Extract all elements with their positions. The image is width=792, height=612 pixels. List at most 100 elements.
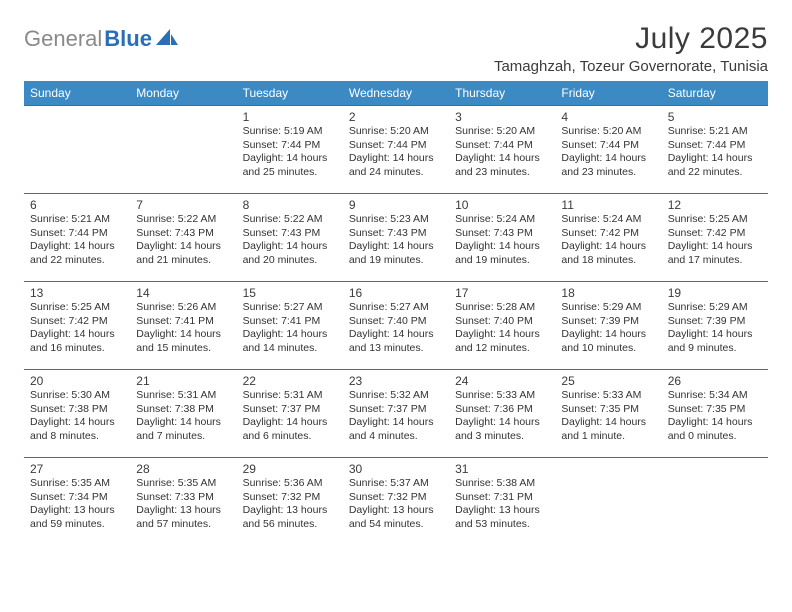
sunrise-line: Sunrise: 5:27 AM: [349, 301, 443, 315]
daylight-line: Daylight: 14 hours and 17 minutes.: [668, 240, 762, 267]
calendar-head: SundayMondayTuesdayWednesdayThursdayFrid…: [24, 81, 768, 106]
calendar-empty-cell: [555, 458, 661, 546]
sunrise-line: Sunrise: 5:29 AM: [561, 301, 655, 315]
calendar-day-cell: 20Sunrise: 5:30 AMSunset: 7:38 PMDayligh…: [24, 370, 130, 458]
day-number: 4: [561, 110, 655, 124]
calendar-empty-cell: [24, 106, 130, 194]
sunrise-line: Sunrise: 5:24 AM: [561, 213, 655, 227]
calendar-day-cell: 29Sunrise: 5:36 AMSunset: 7:32 PMDayligh…: [237, 458, 343, 546]
day-header: Thursday: [449, 81, 555, 106]
day-header: Tuesday: [237, 81, 343, 106]
daylight-line: Daylight: 13 hours and 59 minutes.: [30, 504, 124, 531]
sunrise-line: Sunrise: 5:20 AM: [349, 125, 443, 139]
day-number: 24: [455, 374, 549, 388]
day-number: 27: [30, 462, 124, 476]
sunset-line: Sunset: 7:44 PM: [668, 139, 762, 153]
sunrise-line: Sunrise: 5:34 AM: [668, 389, 762, 403]
brand-logo: General Blue: [24, 26, 178, 52]
sunset-line: Sunset: 7:35 PM: [668, 403, 762, 417]
day-number: 13: [30, 286, 124, 300]
sunset-line: Sunset: 7:37 PM: [349, 403, 443, 417]
calendar-day-cell: 19Sunrise: 5:29 AMSunset: 7:39 PMDayligh…: [662, 282, 768, 370]
sunrise-line: Sunrise: 5:28 AM: [455, 301, 549, 315]
sunrise-line: Sunrise: 5:26 AM: [136, 301, 230, 315]
calendar-table: SundayMondayTuesdayWednesdayThursdayFrid…: [24, 81, 768, 546]
day-header: Friday: [555, 81, 661, 106]
sunset-line: Sunset: 7:35 PM: [561, 403, 655, 417]
calendar-day-cell: 2Sunrise: 5:20 AMSunset: 7:44 PMDaylight…: [343, 106, 449, 194]
sunrise-line: Sunrise: 5:23 AM: [349, 213, 443, 227]
sunrise-line: Sunrise: 5:30 AM: [30, 389, 124, 403]
calendar-empty-cell: [662, 458, 768, 546]
calendar-day-cell: 25Sunrise: 5:33 AMSunset: 7:35 PMDayligh…: [555, 370, 661, 458]
calendar-day-cell: 23Sunrise: 5:32 AMSunset: 7:37 PMDayligh…: [343, 370, 449, 458]
day-number: 31: [455, 462, 549, 476]
sunrise-line: Sunrise: 5:36 AM: [243, 477, 337, 491]
calendar-day-cell: 17Sunrise: 5:28 AMSunset: 7:40 PMDayligh…: [449, 282, 555, 370]
sunset-line: Sunset: 7:43 PM: [243, 227, 337, 241]
calendar-day-cell: 1Sunrise: 5:19 AMSunset: 7:44 PMDaylight…: [237, 106, 343, 194]
day-number: 1: [243, 110, 337, 124]
day-number: 2: [349, 110, 443, 124]
day-number: 25: [561, 374, 655, 388]
sunset-line: Sunset: 7:43 PM: [349, 227, 443, 241]
day-number: 10: [455, 198, 549, 212]
sunrise-line: Sunrise: 5:21 AM: [668, 125, 762, 139]
day-number: 17: [455, 286, 549, 300]
calendar-week: 6Sunrise: 5:21 AMSunset: 7:44 PMDaylight…: [24, 194, 768, 282]
daylight-line: Daylight: 14 hours and 19 minutes.: [349, 240, 443, 267]
sunset-line: Sunset: 7:33 PM: [136, 491, 230, 505]
sunset-line: Sunset: 7:42 PM: [668, 227, 762, 241]
daylight-line: Daylight: 14 hours and 12 minutes.: [455, 328, 549, 355]
brand-part1: General: [24, 26, 102, 52]
daylight-line: Daylight: 13 hours and 53 minutes.: [455, 504, 549, 531]
daylight-line: Daylight: 14 hours and 24 minutes.: [349, 152, 443, 179]
daylight-line: Daylight: 13 hours and 54 minutes.: [349, 504, 443, 531]
day-header: Saturday: [662, 81, 768, 106]
sunset-line: Sunset: 7:39 PM: [561, 315, 655, 329]
day-number: 7: [136, 198, 230, 212]
sunrise-line: Sunrise: 5:32 AM: [349, 389, 443, 403]
calendar-day-cell: 24Sunrise: 5:33 AMSunset: 7:36 PMDayligh…: [449, 370, 555, 458]
daylight-line: Daylight: 14 hours and 8 minutes.: [30, 416, 124, 443]
daylight-line: Daylight: 14 hours and 18 minutes.: [561, 240, 655, 267]
day-number: 19: [668, 286, 762, 300]
calendar-day-cell: 28Sunrise: 5:35 AMSunset: 7:33 PMDayligh…: [130, 458, 236, 546]
daylight-line: Daylight: 14 hours and 20 minutes.: [243, 240, 337, 267]
calendar-day-cell: 11Sunrise: 5:24 AMSunset: 7:42 PMDayligh…: [555, 194, 661, 282]
calendar-day-cell: 7Sunrise: 5:22 AMSunset: 7:43 PMDaylight…: [130, 194, 236, 282]
sunrise-line: Sunrise: 5:35 AM: [136, 477, 230, 491]
daylight-line: Daylight: 14 hours and 23 minutes.: [561, 152, 655, 179]
daylight-line: Daylight: 14 hours and 13 minutes.: [349, 328, 443, 355]
header: General Blue July 2025 Tamaghzah, Tozeur…: [24, 22, 768, 75]
sunrise-line: Sunrise: 5:25 AM: [30, 301, 124, 315]
daylight-line: Daylight: 14 hours and 23 minutes.: [455, 152, 549, 179]
daylight-line: Daylight: 14 hours and 7 minutes.: [136, 416, 230, 443]
sunset-line: Sunset: 7:31 PM: [455, 491, 549, 505]
sunset-line: Sunset: 7:44 PM: [30, 227, 124, 241]
sunset-line: Sunset: 7:42 PM: [30, 315, 124, 329]
daylight-line: Daylight: 14 hours and 22 minutes.: [668, 152, 762, 179]
day-number: 22: [243, 374, 337, 388]
calendar-day-cell: 21Sunrise: 5:31 AMSunset: 7:38 PMDayligh…: [130, 370, 236, 458]
calendar-day-cell: 30Sunrise: 5:37 AMSunset: 7:32 PMDayligh…: [343, 458, 449, 546]
sunrise-line: Sunrise: 5:37 AM: [349, 477, 443, 491]
sunset-line: Sunset: 7:38 PM: [136, 403, 230, 417]
month-title: July 2025: [494, 22, 768, 56]
sunset-line: Sunset: 7:44 PM: [561, 139, 655, 153]
calendar-day-cell: 15Sunrise: 5:27 AMSunset: 7:41 PMDayligh…: [237, 282, 343, 370]
calendar-day-cell: 26Sunrise: 5:34 AMSunset: 7:35 PMDayligh…: [662, 370, 768, 458]
sunset-line: Sunset: 7:43 PM: [455, 227, 549, 241]
day-number: 11: [561, 198, 655, 212]
daylight-line: Daylight: 14 hours and 4 minutes.: [349, 416, 443, 443]
day-header: Monday: [130, 81, 236, 106]
day-number: 30: [349, 462, 443, 476]
sunset-line: Sunset: 7:38 PM: [30, 403, 124, 417]
sunset-line: Sunset: 7:44 PM: [455, 139, 549, 153]
calendar-day-cell: 18Sunrise: 5:29 AMSunset: 7:39 PMDayligh…: [555, 282, 661, 370]
calendar-day-cell: 4Sunrise: 5:20 AMSunset: 7:44 PMDaylight…: [555, 106, 661, 194]
day-number: 28: [136, 462, 230, 476]
sunset-line: Sunset: 7:42 PM: [561, 227, 655, 241]
calendar-day-cell: 16Sunrise: 5:27 AMSunset: 7:40 PMDayligh…: [343, 282, 449, 370]
sunset-line: Sunset: 7:36 PM: [455, 403, 549, 417]
